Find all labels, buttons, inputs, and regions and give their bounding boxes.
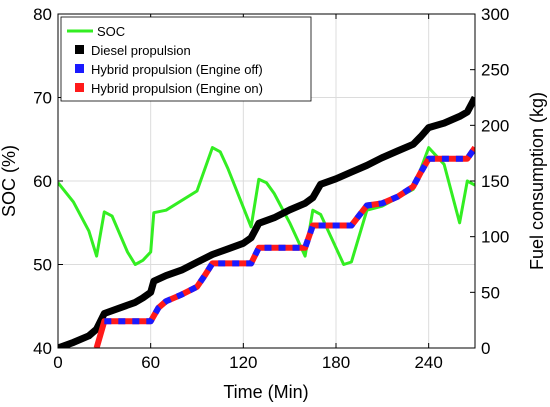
series-line-diesel-propulsion xyxy=(58,95,475,348)
legend-label-hybrid-on: Hybrid propulsion (Engine on) xyxy=(91,81,263,96)
legend-swatch-hybrid-off xyxy=(75,64,84,73)
x-tick-label: 0 xyxy=(53,353,62,372)
legend-entry-soc: SOC xyxy=(67,24,125,39)
x-tick-label: 60 xyxy=(141,353,160,372)
series-layer xyxy=(58,95,475,348)
x-axis-title: Time (Min) xyxy=(223,382,308,402)
y-right-tick-label: 200 xyxy=(481,116,509,135)
legend: SOC Diesel propulsion Hybrid propulsion … xyxy=(60,16,312,102)
legend-entry-diesel: Diesel propulsion xyxy=(75,43,191,58)
series-line-hybrid-propulsion-engine-off xyxy=(104,145,475,325)
y-axis-right-title: Fuel consumption (kg) xyxy=(527,92,547,270)
y-left-tick-label: 50 xyxy=(33,256,52,275)
y-left-tick-label: 80 xyxy=(33,5,52,24)
y-right-tick-label: 150 xyxy=(481,172,509,191)
y-right-tick-label: 100 xyxy=(481,228,509,247)
x-tick-label: 180 xyxy=(322,353,350,372)
ticks: 0 60 120 180 240 40 50 60 70 80 0 50 100 150 200 250 300 xyxy=(33,5,509,372)
legend-label-diesel: Diesel propulsion xyxy=(91,43,191,58)
y-right-tick-label: 250 xyxy=(481,61,509,80)
legend-label-hybrid-off: Hybrid propulsion (Engine off) xyxy=(91,62,263,77)
y-left-tick-label: 60 xyxy=(33,172,52,191)
legend-box xyxy=(60,16,312,102)
y-axis-left-title: SOC (%) xyxy=(0,145,19,217)
y-right-tick-label: 50 xyxy=(481,283,500,302)
series-line-hybrid-propulsion-engine-on xyxy=(93,145,475,348)
y-right-tick-label: 300 xyxy=(481,5,509,24)
y-right-tick-label: 0 xyxy=(481,339,490,358)
legend-label-soc: SOC xyxy=(97,24,125,39)
legend-entry-hybrid-on: Hybrid propulsion (Engine on) xyxy=(75,81,263,96)
legend-entry-hybrid-off: Hybrid propulsion (Engine off) xyxy=(75,62,263,77)
legend-swatch-diesel xyxy=(75,45,84,54)
x-tick-label: 240 xyxy=(414,353,442,372)
y-left-tick-label: 40 xyxy=(33,339,52,358)
x-tick-label: 120 xyxy=(229,353,257,372)
y-left-tick-label: 70 xyxy=(33,89,52,108)
legend-swatch-hybrid-on xyxy=(75,83,84,92)
